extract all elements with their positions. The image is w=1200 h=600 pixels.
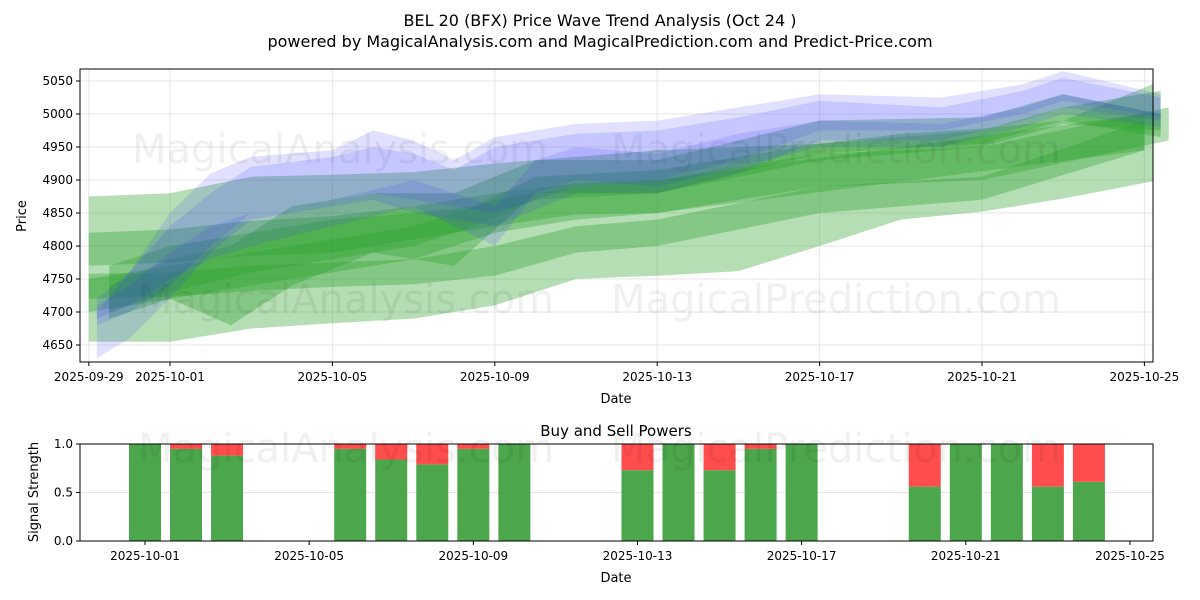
y-tick-label: 4800 (42, 239, 73, 253)
x-tick-label: 2025-10-05 (274, 549, 344, 563)
y-tick-label: 4750 (42, 272, 73, 286)
y-tick-label: 4950 (42, 140, 73, 154)
y-tick-label: 4900 (42, 173, 73, 187)
buy-bar (498, 444, 531, 541)
x-tick-label: 2025-10-13 (622, 370, 692, 384)
x-tick-label: 2025-10-17 (767, 549, 837, 563)
sell-bar (703, 444, 736, 471)
x-tick-label: 2025-10-17 (785, 370, 855, 384)
buy-bar (703, 470, 736, 541)
x-tick-label: 2025-10-13 (603, 549, 673, 563)
buy-bar (990, 444, 1023, 541)
price-chart: MagicalAnalysis.com MagicalPrediction.com… (42, 68, 1180, 384)
buy-bar (129, 444, 161, 541)
buy-bar (785, 444, 818, 541)
watermark: MagicalAnalysis.com (138, 426, 554, 472)
buy-bar (662, 444, 695, 541)
watermark: MagicalPrediction.com (611, 277, 1061, 323)
x-tick-label: 2025-10-25 (1095, 549, 1165, 563)
sell-bar (211, 444, 244, 456)
buy-bar (744, 448, 777, 541)
buy-bar (457, 448, 490, 541)
price-y-label: Price (15, 200, 30, 232)
buy-bar (170, 448, 203, 541)
y-tick-label: 4850 (42, 206, 73, 220)
plot-frame (79, 68, 1154, 363)
watermark: MagicalPrediction.com (611, 426, 1061, 472)
sell-bar (1072, 444, 1105, 482)
sell-bar (334, 444, 367, 449)
x-tick-label: 2025-10-01 (110, 549, 180, 563)
sell-bar (457, 444, 490, 449)
signal-x-label: Date (600, 571, 631, 586)
buy-bar (375, 459, 408, 541)
green-wave-band (109, 90, 1161, 313)
signal-chart-title: Buy and Sell Powers (540, 422, 692, 440)
sell-bar (744, 444, 777, 449)
green-wave-band (109, 94, 1161, 326)
x-tick-label: 2025-10-05 (298, 370, 368, 384)
buy-bar (621, 470, 654, 541)
sell-bar (621, 444, 654, 471)
sell-bar (375, 444, 408, 460)
y-tick-label: 5050 (42, 74, 73, 88)
watermark: MagicalPrediction.com (611, 127, 1061, 173)
price-x-label: Date (600, 392, 631, 407)
sell-bar (170, 444, 203, 449)
green-wave-band (88, 114, 1145, 266)
buy-bar (1072, 481, 1105, 541)
x-tick-label: 2025-10-09 (460, 370, 530, 384)
chart-title: BEL 20 (BFX) Price Wave Trend Analysis (… (404, 11, 797, 30)
green-wave-band (88, 84, 1153, 342)
signal-chart: MagicalAnalysis.com MagicalPrediction.com… (54, 426, 1165, 563)
y-tick-label: 4700 (42, 305, 73, 319)
x-tick-label: 2025-10-25 (1110, 370, 1180, 384)
y-tick-label: 0.0 (54, 534, 73, 548)
x-tick-label: 2025-10-21 (931, 549, 1001, 563)
buy-bar (334, 448, 367, 541)
buy-bar (1031, 486, 1064, 541)
sell-bar (1031, 444, 1064, 487)
buy-bar (416, 464, 449, 541)
buy-bar (949, 444, 982, 541)
x-tick-label: 2025-10-21 (947, 370, 1017, 384)
buy-bar (211, 455, 244, 541)
watermark: MagicalAnalysis.com (138, 277, 554, 323)
y-tick-label: 0.5 (54, 486, 73, 500)
watermark: MagicalAnalysis.com (132, 127, 548, 173)
sell-bar (416, 444, 449, 465)
blue-wave-band (96, 71, 1161, 359)
x-tick-label: 2025-09-29 (54, 370, 124, 384)
blue-wave-band (96, 94, 1161, 319)
green-wave-band (88, 120, 1145, 299)
y-tick-label: 5000 (42, 107, 73, 121)
x-tick-label: 2025-10-01 (135, 370, 205, 384)
y-tick-label: 4650 (42, 338, 73, 352)
x-tick-label: 2025-10-09 (438, 549, 508, 563)
sell-bar (908, 444, 941, 487)
green-wave-band (88, 107, 1169, 313)
buy-bar (908, 486, 941, 541)
signal-y-label: Signal Strength (27, 442, 42, 542)
chart-subtitle: powered by MagicalAnalysis.com and Magic… (267, 32, 932, 51)
y-tick-label: 1.0 (54, 437, 73, 451)
blue-wave-band (96, 77, 1161, 326)
